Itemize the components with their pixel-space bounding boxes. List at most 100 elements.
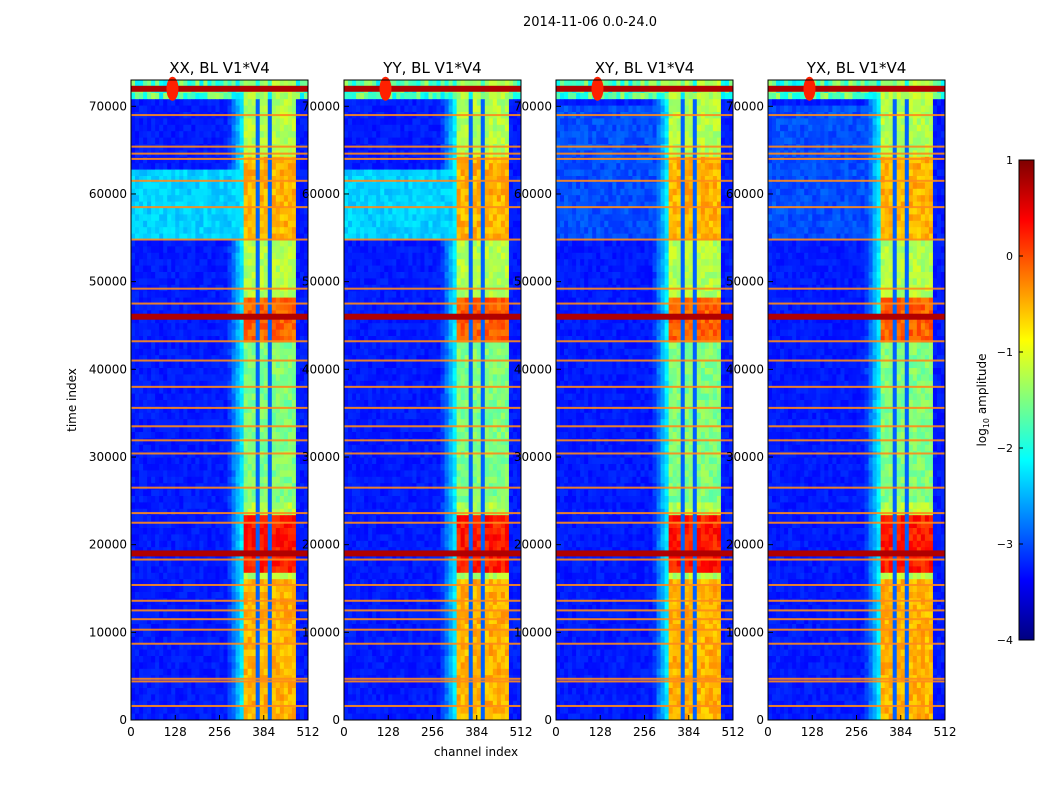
heat-cell xyxy=(171,246,176,254)
heat-cell xyxy=(279,636,285,644)
heat-cell xyxy=(191,540,196,548)
heat-cell xyxy=(179,412,184,420)
heat-cell xyxy=(191,297,196,305)
heat-cell xyxy=(267,323,273,330)
heat-cell xyxy=(496,99,502,106)
heat-cell xyxy=(159,355,164,362)
heat-cell xyxy=(139,451,144,458)
heat-cell xyxy=(235,118,241,126)
heat-cell xyxy=(179,489,184,497)
heat-cell xyxy=(388,137,393,145)
heat-cell xyxy=(175,707,180,714)
heat-cell xyxy=(279,131,285,138)
heat-cell xyxy=(480,99,486,106)
heat-cell xyxy=(275,169,281,177)
heat-cell xyxy=(303,604,309,612)
heat-cell xyxy=(135,105,140,113)
heat-cell xyxy=(187,432,192,439)
heat-cell xyxy=(183,214,188,222)
heat-cell xyxy=(291,681,297,689)
heat-cell xyxy=(408,92,413,100)
heat-cell xyxy=(159,380,164,388)
heat-cell xyxy=(227,688,232,695)
heat-cell xyxy=(171,278,176,286)
heat-cell xyxy=(179,496,184,503)
heat-cell xyxy=(468,131,474,138)
heat-cell xyxy=(167,99,172,106)
heat-cell xyxy=(275,451,281,458)
heat-cell xyxy=(203,252,208,260)
heat-cell xyxy=(151,233,156,241)
heat-cell xyxy=(163,99,168,106)
heat-cell xyxy=(179,425,184,433)
heat-cell xyxy=(147,214,152,222)
heat-cell xyxy=(223,540,228,548)
heat-cell xyxy=(295,713,301,721)
heat-cell xyxy=(255,540,261,548)
heat-cell xyxy=(287,598,293,606)
heat-cell xyxy=(247,227,253,234)
heat-cell xyxy=(171,265,176,273)
heat-cell xyxy=(472,105,478,113)
heat-cell xyxy=(303,419,309,426)
heat-cell xyxy=(227,681,232,689)
heat-cell xyxy=(255,432,261,439)
heat-cell xyxy=(231,387,236,394)
heat-cell xyxy=(251,131,257,138)
heat-cell xyxy=(139,425,144,433)
heat-cell xyxy=(516,80,522,87)
heat-cell xyxy=(135,380,140,388)
heat-cell xyxy=(243,649,249,657)
heat-cell xyxy=(279,118,285,126)
heat-cell xyxy=(275,380,281,388)
heat-cell xyxy=(231,278,236,286)
heat-cell xyxy=(227,297,232,305)
heat-cell xyxy=(420,80,425,87)
heat-cell xyxy=(203,355,208,362)
heat-cell xyxy=(259,425,265,433)
heat-cell xyxy=(223,412,228,420)
heat-cell xyxy=(263,662,269,670)
heat-cell xyxy=(223,297,228,305)
heat-cell xyxy=(179,419,184,426)
heat-cell xyxy=(211,540,216,548)
heat-cell xyxy=(215,451,220,458)
heat-cell xyxy=(251,297,257,305)
heat-cell xyxy=(211,188,216,196)
heat-cell xyxy=(163,169,168,177)
heat-cell xyxy=(452,99,458,106)
heat-cell xyxy=(267,457,273,465)
heat-cell xyxy=(195,528,200,535)
heat-cell xyxy=(488,137,494,145)
heat-cell xyxy=(191,688,196,695)
heat-cell xyxy=(211,80,216,87)
heat-cell xyxy=(151,278,156,286)
heat-cell xyxy=(251,400,257,407)
heat-cell xyxy=(167,182,172,190)
heat-cell xyxy=(183,662,188,670)
heat-cell xyxy=(151,579,156,586)
heat-cell xyxy=(155,470,160,478)
heat-cell xyxy=(195,688,200,695)
heat-cell xyxy=(135,470,140,478)
heat-cell xyxy=(267,348,273,356)
heat-cell xyxy=(191,713,196,721)
heat-cell xyxy=(239,380,245,388)
heat-cell xyxy=(195,80,200,87)
heat-cell xyxy=(179,105,184,113)
heat-cell xyxy=(211,560,216,567)
heat-cell xyxy=(243,227,249,234)
heat-cell xyxy=(211,425,216,433)
heat-cell xyxy=(183,464,188,471)
heat-cell xyxy=(139,252,144,260)
heat-cell xyxy=(159,80,164,87)
heat-cell xyxy=(476,99,482,106)
heat-cell xyxy=(187,419,192,426)
heat-cell xyxy=(179,688,184,695)
heat-cell xyxy=(295,105,301,113)
heat-cell xyxy=(299,668,305,676)
heat-cell xyxy=(215,412,220,420)
heat-cell xyxy=(275,662,281,670)
heat-cell xyxy=(191,252,196,260)
heat-cell xyxy=(227,425,232,433)
